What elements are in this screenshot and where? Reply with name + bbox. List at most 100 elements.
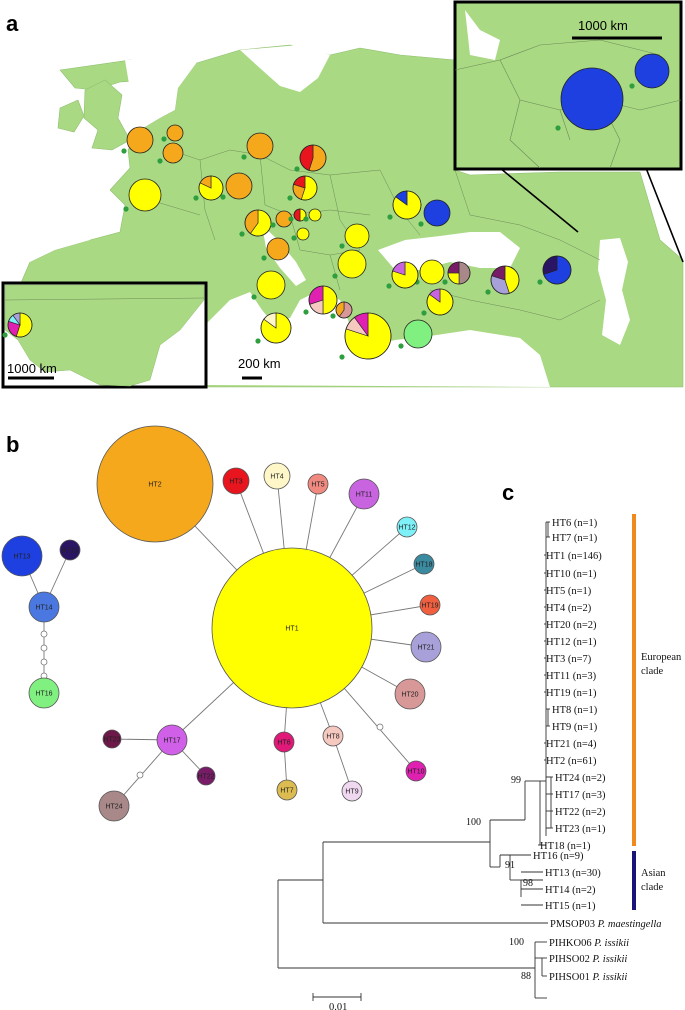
tree-tip-label: HT20 (n=2) [546, 620, 597, 631]
inset-lake [465, 10, 500, 60]
node-label: HT9 [345, 789, 358, 796]
node-label: HT22 [197, 774, 214, 781]
site-dot [555, 125, 561, 131]
pie-outline [7, 312, 33, 338]
sample-site-pie [287, 175, 318, 201]
sample-site-pie [537, 255, 572, 285]
tree-tip-label: HT17 (n=3) [555, 790, 606, 801]
pie-slice [266, 237, 290, 261]
site-dot [303, 309, 309, 315]
pie-slice [296, 227, 310, 241]
ireland [57, 99, 85, 133]
tree-tip-label: HT23 (n=1) [555, 824, 606, 835]
missing-haplotype-vertex [376, 723, 384, 731]
mediterranean-sea [205, 290, 550, 387]
panel-label-a: a [6, 11, 19, 36]
site-dot [386, 283, 392, 289]
sample-site-pie [332, 249, 367, 279]
pie-slice [344, 223, 370, 249]
outgroup-code: PIHSO01 [549, 972, 590, 983]
site-dot [161, 136, 167, 142]
sample-site-pie [414, 259, 445, 285]
tree-tip-label: HT18 (n=1) [540, 841, 591, 852]
node-label: HT16 [35, 691, 52, 698]
node-label: HT17 [163, 738, 180, 745]
sample-site-pie [303, 285, 338, 315]
site-dot [241, 154, 247, 160]
tree-tip-label: HT13 (n=30) [545, 868, 601, 879]
bootstrap-value: 91 [505, 860, 515, 871]
sample-site-pie [294, 144, 327, 172]
tree-tip-label: HT16 (n=9) [533, 851, 584, 862]
sample-site-pie [291, 227, 310, 241]
network-node-ht14 [28, 591, 60, 623]
tree-tip-label: HT11 (n=3) [546, 671, 597, 682]
site-dot [239, 231, 245, 237]
network-node-ht7 [276, 779, 298, 801]
node-label: HT24 [105, 804, 122, 811]
inset-leader-line [645, 167, 684, 263]
pie-slice [126, 126, 154, 154]
site-dot [303, 216, 309, 222]
site-dot [157, 158, 163, 164]
site-dot [339, 243, 345, 249]
network-node-ht24 [98, 790, 130, 822]
site-dot [270, 222, 276, 228]
tree-tip-label: HT19 (n=1) [546, 688, 597, 699]
tree-tip-label: HT4 (n=2) [546, 603, 592, 614]
missing-haplotype-vertex [40, 630, 48, 638]
site-dot [629, 83, 635, 89]
site-dot [485, 289, 491, 295]
network-node-ht22 [196, 766, 216, 786]
pie-layer [2, 53, 670, 360]
sample-site-pie [555, 67, 624, 131]
node-label: HT14 [35, 605, 52, 612]
missing-haplotype-vertex [40, 658, 48, 666]
pie-slice [419, 259, 445, 285]
inset-america-scale-text: 1000 km [7, 361, 57, 376]
pie-slice [166, 124, 184, 142]
site-dot [121, 148, 127, 154]
outgroup-label: PMSOP03 P. maestingella [550, 919, 662, 930]
europe-map: 1000 km 1000 km 200 km [1, 0, 684, 389]
pie-slice [423, 199, 451, 227]
inset-usa [4, 284, 205, 387]
site-dot [330, 313, 336, 319]
network-node-ht3 [222, 467, 250, 495]
sample-site-pie [241, 132, 274, 160]
sample-site-pie [485, 265, 520, 295]
bootstrap-value: 100 [509, 937, 524, 948]
bootstrap-value: 99 [511, 775, 521, 786]
tree-tip-label: HT14 (n=2) [545, 885, 596, 896]
main-scale-text: 200 km [238, 356, 281, 371]
sample-site-pie [418, 199, 451, 227]
network-node-ht23 [102, 729, 122, 749]
sample-site-pie [261, 237, 290, 261]
site-dot [255, 338, 261, 344]
panel-label-c: c [502, 480, 514, 505]
site-dot [418, 221, 424, 227]
tree-tip-label: HT21 (n=4) [546, 739, 597, 750]
sample-site-pie [330, 301, 353, 319]
sample-site-pie [303, 208, 322, 222]
site-dot [421, 310, 427, 316]
tree-tip-label: HT22 (n=2) [555, 807, 606, 818]
site-dot [261, 255, 267, 261]
pie-outline [344, 312, 392, 360]
network-node-ht5 [307, 473, 329, 495]
sample-site-pie [239, 209, 272, 237]
british-isles [83, 79, 131, 151]
pie-slice [337, 249, 367, 279]
tree-tip-label: HT8 (n=1) [552, 705, 598, 716]
phylogenetic-tree: HT6 (n=1) HT7 (n=1) HT1 (n=146) HT10 (n=1) H… [277, 514, 682, 1010]
outgroup-label: PIHKO06 P. issikii [549, 938, 629, 949]
outgroup-code: PIHSO02 [549, 954, 590, 965]
pie-outline [198, 175, 224, 201]
pie-outline [299, 144, 327, 172]
network-node-ht8 [322, 725, 344, 747]
network-node-ht2 [96, 425, 214, 543]
network-node-ht17 [156, 724, 188, 756]
sample-site-pie [161, 124, 184, 142]
node-label: HT12 [398, 525, 415, 532]
